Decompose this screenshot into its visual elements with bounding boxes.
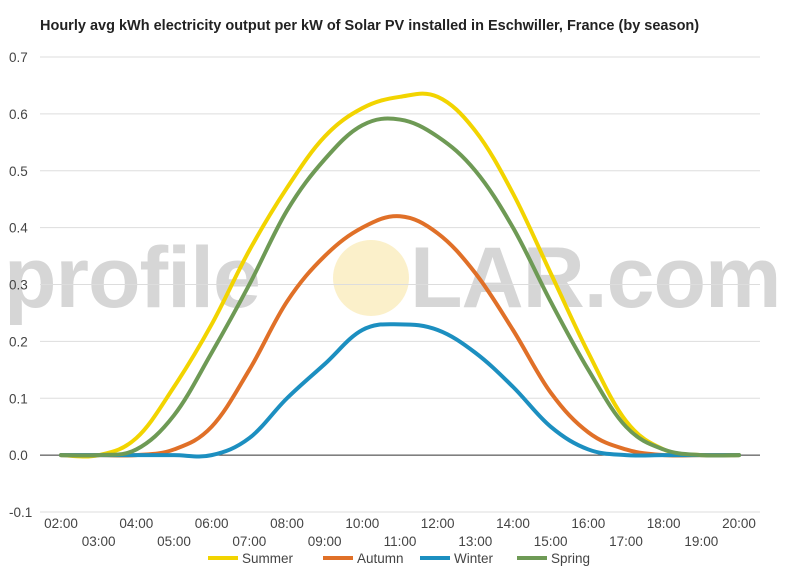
x-tick-label: 02:00 xyxy=(44,516,78,531)
x-tick-label: 09:00 xyxy=(308,534,342,549)
watermark-text-left: profile xyxy=(4,230,260,326)
y-tick-label: 0.5 xyxy=(9,164,28,179)
watermark-text-right: LAR.com xyxy=(410,230,780,326)
x-tick-label: 13:00 xyxy=(458,534,492,549)
y-tick-label: -0.1 xyxy=(9,505,32,520)
series-line-summer xyxy=(59,91,741,459)
watermark: profile LAR.com xyxy=(4,230,781,326)
legend-label-summer: Summer xyxy=(242,551,294,566)
legend-label-winter: Winter xyxy=(454,551,494,566)
x-tick-label: 17:00 xyxy=(609,534,643,549)
y-tick-label: 0.7 xyxy=(9,50,28,65)
x-tick-label: 18:00 xyxy=(647,516,681,531)
x-tick-label: 16:00 xyxy=(571,516,605,531)
x-tick-label: 06:00 xyxy=(195,516,229,531)
watermark-sun xyxy=(333,240,409,316)
legend-label-spring: Spring xyxy=(551,551,590,566)
x-tick-label: 19:00 xyxy=(684,534,718,549)
legend-label-autumn: Autumn xyxy=(357,551,404,566)
x-tick-label: 15:00 xyxy=(534,534,568,549)
series-line-spring xyxy=(59,116,741,458)
legend: Summer Autumn Winter Spring xyxy=(208,551,590,566)
x-tick-label: 12:00 xyxy=(421,516,455,531)
x-tick-label: 10:00 xyxy=(345,516,379,531)
y-tick-label: 0.2 xyxy=(9,334,28,349)
x-tick-label: 07:00 xyxy=(232,534,266,549)
x-tick-label: 08:00 xyxy=(270,516,304,531)
y-tick-label: 0.3 xyxy=(9,278,28,293)
series-line-winter xyxy=(59,322,741,459)
chart-title: Hourly avg kWh electricity output per kW… xyxy=(40,18,700,34)
x-tick-label: 14:00 xyxy=(496,516,530,531)
series-line-autumn xyxy=(59,214,741,458)
x-tick-label: 11:00 xyxy=(384,534,417,549)
y-tick-label: 0.6 xyxy=(9,107,28,122)
y-tick-label: 0.0 xyxy=(9,448,28,463)
x-tick-label: 05:00 xyxy=(157,534,191,549)
x-tick-label: 20:00 xyxy=(722,516,756,531)
y-tick-label: 0.1 xyxy=(9,391,28,406)
y-tick-label: 0.4 xyxy=(9,221,28,236)
x-tick-label: 04:00 xyxy=(119,516,153,531)
x-tick-label: 03:00 xyxy=(82,534,116,549)
